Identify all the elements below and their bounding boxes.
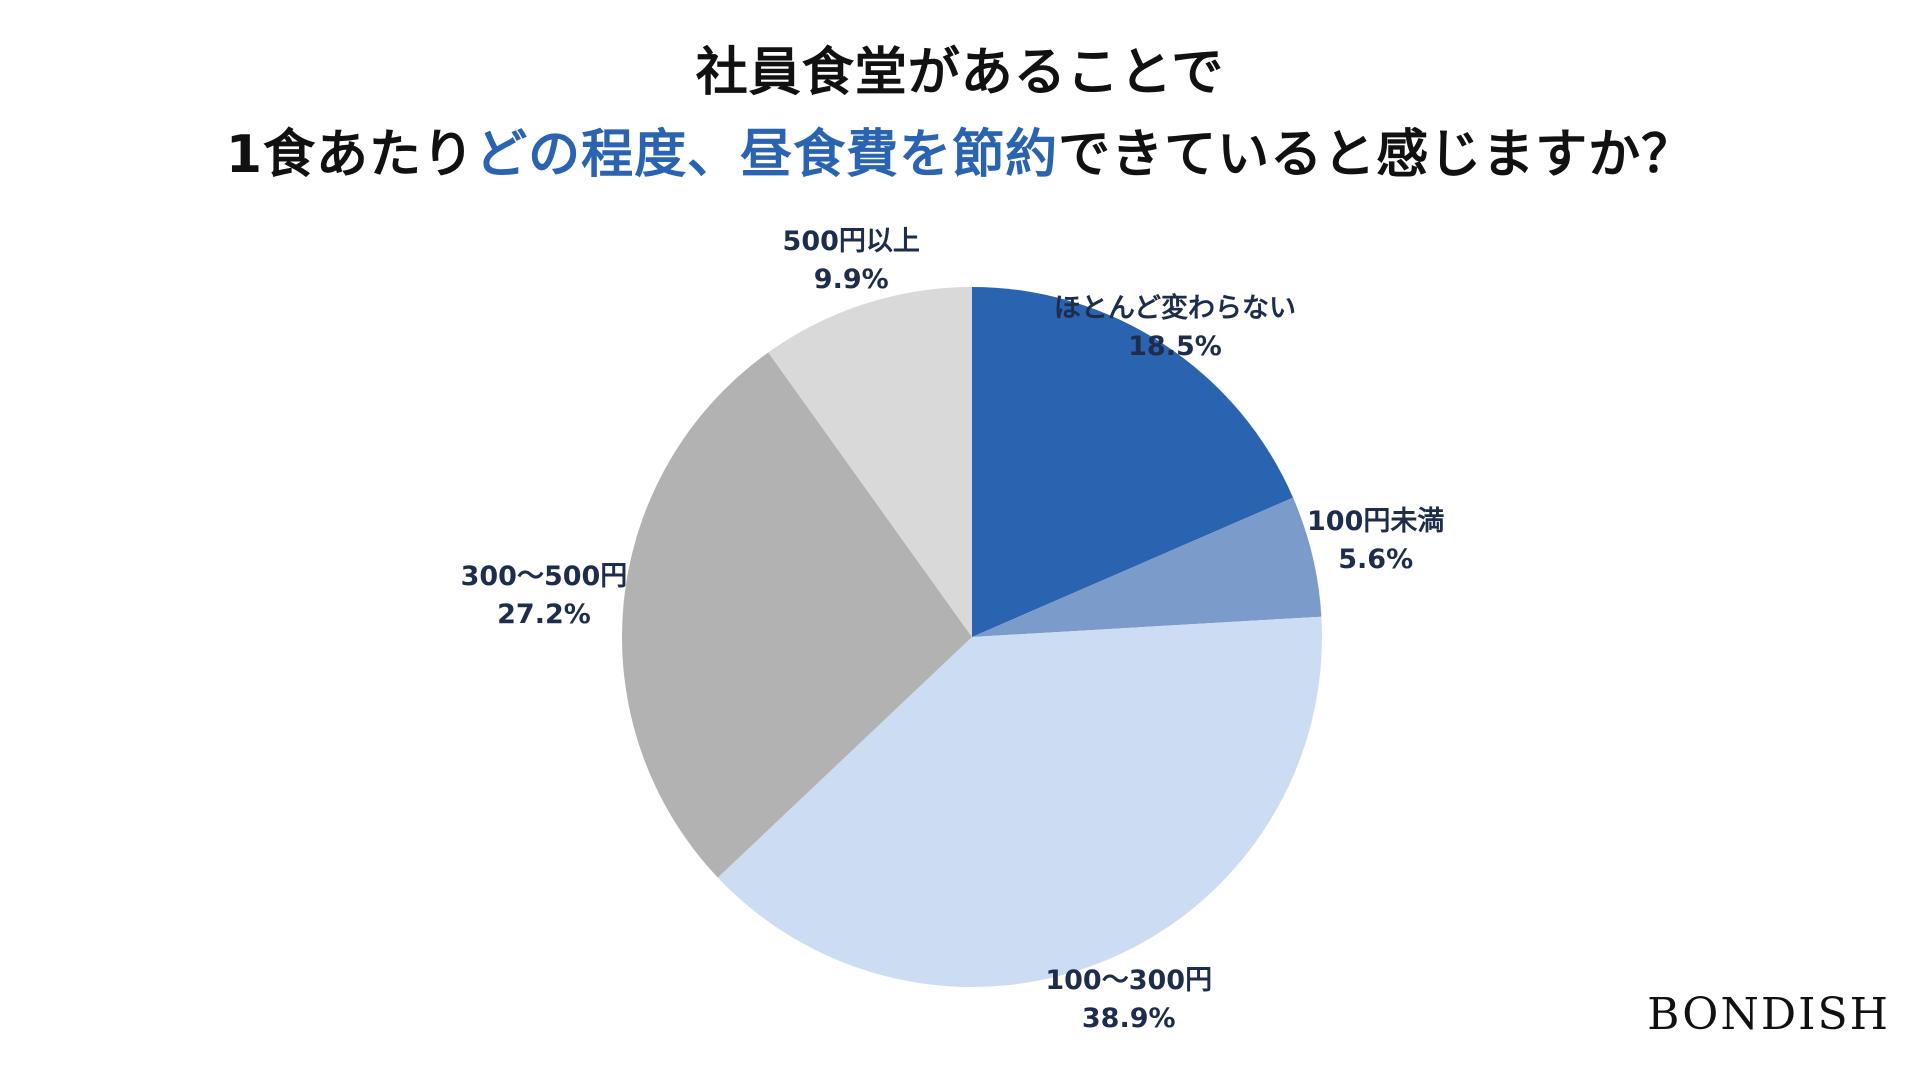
chart-title-highlight-2: 昼食費を節約: [740, 125, 1059, 185]
slice-label-value: 38.9%: [1081, 1002, 1176, 1034]
chart-title-line-2: 1食あたりどの程度、昼食費を節約できていると感じますか？: [0, 112, 1920, 187]
slice-label-value: 5.6%: [1338, 543, 1414, 575]
slice-label-name: 100円未満: [1307, 505, 1445, 537]
pie-slice-3: [717, 616, 1323, 988]
pie-slice-1: [972, 287, 1294, 637]
slice-label-value: 9.9%: [813, 263, 889, 295]
chart-title-highlight-1: どの程度、: [475, 125, 741, 185]
slice-label-4: 300〜500円 27.2%: [461, 558, 628, 634]
pie-slice-2: [972, 497, 1322, 637]
slice-label-value: 27.2%: [497, 598, 591, 630]
slice-label-name: ほとんど変わらない: [1053, 292, 1297, 324]
slice-label-1: ほとんど変わらない 18.5%: [1054, 290, 1296, 366]
slice-label-2: 100円未満 5.6%: [1307, 503, 1444, 579]
chart-title-prefix: 1食あたり: [225, 125, 476, 185]
slice-label-name: 500円以上: [782, 225, 920, 257]
pie-slice-5: [768, 287, 972, 637]
slice-label-5: 500円以上 9.9%: [783, 223, 920, 299]
chart-title-suffix: できていると感じますか？: [1058, 125, 1695, 185]
slice-label-name: 100〜300円: [1045, 964, 1213, 996]
pie-slice-4: [622, 352, 972, 878]
slice-label-3: 100〜300円 38.9%: [1045, 962, 1212, 1038]
slice-label-name: 300〜500円: [460, 560, 628, 592]
chart-title-line-1: 社員食堂があることで: [695, 43, 1225, 103]
brand-logo: BONDISH: [1647, 989, 1890, 1040]
slice-label-value: 18.5%: [1128, 330, 1222, 362]
